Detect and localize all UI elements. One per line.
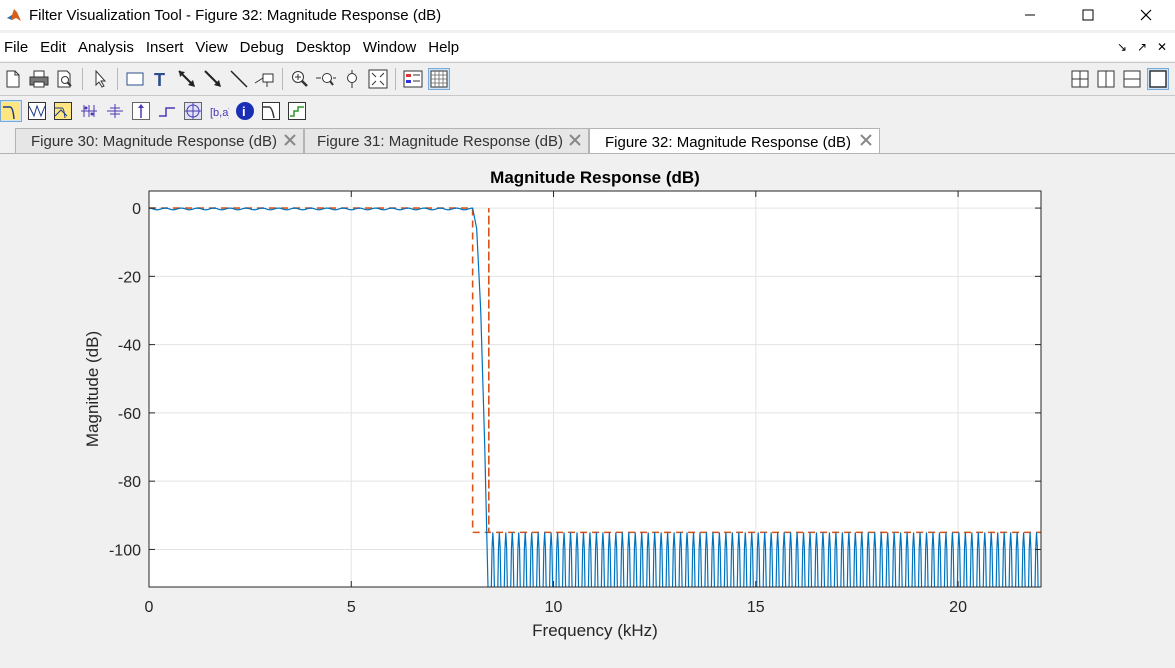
zoom-in-icon[interactable] [289, 68, 311, 90]
zoom-x-icon[interactable] [315, 68, 337, 90]
line-icon[interactable] [228, 68, 250, 90]
tile-controls [1067, 68, 1171, 90]
x-tick-label: 5 [347, 599, 356, 616]
round-off-noise-icon[interactable] [286, 100, 308, 122]
matlab-logo-icon [5, 6, 23, 24]
magnitude-response-chart[interactable]: 0 5 10 15 20 0 -20 -40 -60 -80 -100 Magnitude Respo… [0, 154, 1175, 663]
figure-toolbar: T [0, 64, 1175, 94]
menu-file[interactable]: File [4, 38, 29, 56]
toolbar-separator [395, 68, 396, 90]
menu-window[interactable]: Window [362, 38, 417, 56]
magnitude-phase-icon[interactable] [52, 100, 74, 122]
minimize-button[interactable] [1001, 0, 1059, 30]
tab-label: Figure 31: Magnitude Response (dB) [317, 132, 563, 150]
magnitude-estimate-icon[interactable] [260, 100, 282, 122]
y-axis-label: Magnitude (dB) [83, 331, 102, 447]
separator [0, 95, 1175, 96]
menu-edit[interactable]: Edit [40, 38, 67, 56]
pointer-icon[interactable] [89, 68, 111, 90]
pole-zero-icon[interactable] [182, 100, 204, 122]
coefficients-icon[interactable]: [b,a] [208, 100, 230, 122]
print-icon[interactable] [28, 68, 50, 90]
close-figure-icon[interactable]: ✕ [1156, 40, 1168, 54]
tab-label: Figure 32: Magnitude Response (dB) [605, 133, 851, 151]
rectangle-icon[interactable] [124, 68, 146, 90]
group-delay-icon[interactable] [78, 100, 100, 122]
toolbar-separator [282, 68, 283, 90]
step-response-icon[interactable] [156, 100, 178, 122]
svg-text:i: i [242, 104, 246, 119]
full-view-icon[interactable] [367, 68, 389, 90]
tile-grid-icon[interactable] [1069, 68, 1091, 90]
filter-info-icon[interactable]: i [234, 100, 256, 122]
x-axis-label: Frequency (kHz) [532, 621, 658, 640]
toolbar-separator [82, 68, 83, 90]
magnitude-response-icon[interactable] [0, 100, 22, 122]
double-arrow-icon[interactable] [202, 68, 224, 90]
arrow-icon[interactable] [176, 68, 198, 90]
axes-box [148, 190, 1042, 588]
title-bar: Filter Visualization Tool - Figure 32: M… [0, 0, 1175, 30]
response-line [149, 207, 1041, 587]
y-tick-label: -100 [109, 542, 141, 559]
new-figure-icon[interactable] [2, 68, 24, 90]
print-preview-icon[interactable] [54, 68, 76, 90]
dock-controls: ↘ ↗ ✕ [1115, 33, 1169, 61]
close-icon[interactable] [568, 133, 582, 147]
x-tick-label: 0 [145, 599, 154, 616]
tab-figure-31[interactable]: Figure 31: Magnitude Response (dB) [304, 128, 589, 153]
menu-desktop[interactable]: Desktop [295, 38, 351, 56]
grid-icon[interactable] [428, 68, 450, 90]
x-tick-label: 15 [747, 599, 765, 616]
menu-debug[interactable]: Debug [239, 38, 284, 56]
menu-analysis[interactable]: Analysis [78, 38, 134, 56]
mask-line [149, 207, 1041, 534]
menu-insert[interactable]: Insert [145, 38, 184, 56]
svg-text:[b,a]: [b,a] [210, 107, 229, 119]
toolbar-separator [117, 68, 118, 90]
figure-tab-bar: Figure 30: Magnitude Response (dB) Figur… [0, 128, 1175, 155]
tab-baseline [0, 153, 1175, 154]
close-icon[interactable] [859, 133, 873, 147]
menu-view[interactable]: View [195, 38, 228, 56]
tab-label: Figure 30: Magnitude Response (dB) [31, 132, 277, 150]
x-tick-label: 10 [545, 599, 563, 616]
pin-icon[interactable] [254, 68, 276, 90]
menu-help[interactable]: Help [428, 38, 460, 56]
tile-rows-icon[interactable] [1121, 68, 1143, 90]
analysis-toolbar: [b,a] i [0, 96, 1175, 126]
window-title: Filter Visualization Tool - Figure 32: M… [29, 6, 442, 24]
y-tick-label: -20 [118, 269, 141, 286]
series-group [149, 207, 1041, 587]
chart-title: Magnitude Response (dB) [490, 168, 700, 187]
tab-figure-32[interactable]: Figure 32: Magnitude Response (dB) [589, 128, 880, 155]
maximize-button[interactable] [1059, 0, 1117, 30]
phase-delay-icon[interactable] [104, 100, 126, 122]
y-tick-label: -80 [118, 474, 141, 491]
undock-figure-icon[interactable]: ↗ [1136, 40, 1148, 54]
zoom-y-icon[interactable] [341, 68, 363, 90]
separator [0, 62, 1175, 63]
tab-figure-30[interactable]: Figure 30: Magnitude Response (dB) [15, 128, 304, 153]
x-tick-label: 20 [949, 599, 967, 616]
legend-icon[interactable] [402, 68, 424, 90]
y-tick-label: -60 [118, 406, 141, 423]
text-tool-icon[interactable]: T [150, 68, 172, 90]
svg-text:T: T [154, 70, 165, 88]
impulse-response-icon[interactable] [130, 100, 152, 122]
y-tick-label: 0 [132, 201, 141, 218]
plot-area [149, 191, 1041, 587]
phase-response-icon[interactable] [26, 100, 48, 122]
close-icon[interactable] [283, 133, 297, 147]
minimize-figure-icon[interactable]: ↘ [1116, 40, 1128, 54]
maximize-tile-icon[interactable] [1147, 68, 1169, 90]
figure-canvas: 0 5 10 15 20 0 -20 -40 -60 -80 -100 Magnitude Respo… [0, 154, 1175, 663]
close-button[interactable] [1117, 0, 1175, 30]
y-tick-label: -40 [118, 338, 141, 355]
window-controls [1001, 0, 1175, 30]
tile-columns-icon[interactable] [1095, 68, 1117, 90]
menu-bar: File Edit Analysis Insert View Debug Des… [0, 33, 1175, 61]
